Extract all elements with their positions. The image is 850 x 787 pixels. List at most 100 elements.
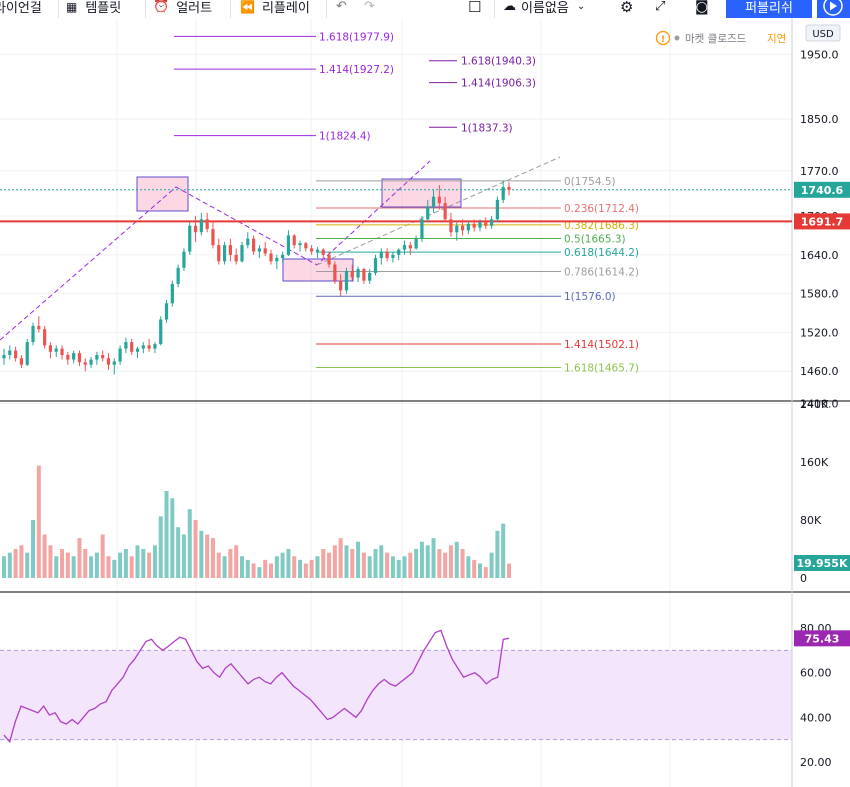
- candle-body: [8, 350, 12, 356]
- chart-canvas[interactable]: 1.618(1977.9) 1.414(1927.2) 1(1824.4) 1.61…: [0, 18, 850, 787]
- candle-body: [240, 245, 244, 262]
- volume-bar: [77, 538, 82, 578]
- candle-body: [118, 348, 122, 362]
- candle: [43, 325, 47, 349]
- volume-bar: [141, 549, 146, 578]
- volume-bar: [222, 556, 227, 578]
- volume-bar: [483, 567, 488, 578]
- candle: [350, 264, 354, 281]
- candle-body: [507, 186, 511, 190]
- volume-bar: [257, 567, 262, 578]
- candle: [269, 249, 273, 265]
- candle: [188, 222, 192, 255]
- candle: [130, 338, 134, 356]
- pattern-box[interactable]: [136, 176, 189, 212]
- toolbar-indicators[interactable]: 라이언걸: [0, 1, 42, 16]
- toolbar-alert[interactable]: ⏰ 얼러트: [153, 0, 212, 18]
- candle-body: [130, 342, 134, 352]
- price-tick-label: 1770.0: [800, 165, 839, 178]
- trend-channel-line[interactable]: [316, 156, 561, 266]
- candle: [414, 235, 418, 250]
- volume-bar: [332, 545, 337, 578]
- trend-zigzag[interactable]: [0, 160, 431, 341]
- volume-bar: [495, 530, 500, 578]
- gear-icon[interactable]: ⚙: [620, 0, 634, 16]
- volume-bar: [94, 552, 99, 578]
- candle-body: [501, 186, 505, 200]
- candle: [449, 212, 453, 237]
- candle: [460, 219, 465, 236]
- candle: [333, 261, 337, 284]
- candle-body: [397, 249, 401, 255]
- currency-badge[interactable]: USD: [805, 24, 841, 42]
- price-tick-label: 1520.0: [800, 326, 839, 339]
- candle: [251, 235, 256, 255]
- candle: [408, 241, 412, 255]
- candle: [466, 221, 470, 235]
- pattern-box[interactable]: [381, 178, 462, 208]
- redo-icon[interactable]: ↷: [364, 0, 375, 14]
- camera-icon[interactable]: ◙: [695, 0, 709, 15]
- fullscreen-icon[interactable]: ⤢: [655, 0, 666, 14]
- volume-bar: [228, 549, 233, 578]
- candle: [37, 316, 41, 333]
- candle: [356, 266, 360, 282]
- candle: [170, 280, 174, 307]
- candle-body: [449, 219, 453, 233]
- volume-bar: [338, 538, 343, 578]
- candle-body: [19, 358, 24, 365]
- candle-body: [205, 219, 209, 229]
- candle-body: [199, 219, 203, 233]
- candle: [246, 232, 250, 249]
- toolbar-replay[interactable]: ⏪ 리플레이: [240, 0, 310, 18]
- candle: [495, 196, 499, 223]
- fib-level-label: 0.236(1712.4): [564, 203, 639, 215]
- pattern-box[interactable]: [282, 258, 354, 282]
- market-status[interactable]: ! 마켓 클로즈드 지연: [655, 30, 787, 46]
- volume-bar: [315, 556, 320, 578]
- undo-icon[interactable]: ↶: [336, 0, 347, 14]
- candle-body: [478, 222, 482, 228]
- warning-icon: [655, 30, 671, 46]
- volume-bar: [414, 549, 419, 578]
- fibonacci-extension-left[interactable]: 1.618(1977.9) 1.414(1927.2) 1(1824.4): [174, 31, 394, 143]
- volume-bar: [19, 545, 24, 578]
- candle: [478, 219, 482, 232]
- volume-axis[interactable]: 240K 160K 80K 0: [800, 398, 829, 585]
- candle-body: [408, 245, 412, 249]
- volume-bar: [193, 520, 198, 578]
- volume-bar: [176, 527, 181, 578]
- candle-body: [95, 355, 99, 360]
- toolbar-divider: [494, 0, 495, 18]
- candle: [124, 337, 128, 354]
- candle: [31, 322, 35, 346]
- candle: [2, 348, 6, 365]
- layout-menu[interactable]: ☁ 이름없음 ⌄: [503, 0, 585, 18]
- candle-body: [77, 353, 82, 363]
- toolbar-templates[interactable]: ▦ 템플릿: [66, 0, 121, 18]
- fibonacci-extension-mid[interactable]: 1.618(1940.3) 1.414(1906.3) 1(1837.3): [429, 56, 536, 135]
- publish-button[interactable]: 퍼블리쉬: [726, 0, 812, 18]
- template-icon: ▦: [66, 0, 78, 14]
- candle-body: [147, 345, 151, 349]
- candle: [25, 338, 29, 367]
- play-button[interactable]: [817, 0, 850, 18]
- candle: [83, 358, 87, 372]
- layout-square-icon[interactable]: ☐: [468, 0, 482, 16]
- fibonacci-retracement[interactable]: 0(1754.5) 0.236(1712.4) 0.382(1686.3)0.5(1…: [316, 176, 639, 375]
- candle: [234, 248, 238, 265]
- volume-bar: [25, 552, 30, 578]
- volume-bar: [112, 559, 117, 578]
- candle-body: [368, 272, 372, 281]
- candle: [118, 345, 122, 365]
- candle-body: [356, 269, 360, 278]
- price-axis[interactable]: 1950.01850.01770.01700.01640.01580.01520…: [800, 48, 839, 410]
- candle: [135, 346, 140, 359]
- candle-body: [310, 248, 314, 252]
- candle: [420, 216, 424, 242]
- candle-body: [402, 245, 407, 250]
- candle: [89, 356, 93, 368]
- candle: [60, 345, 64, 360]
- candle: [455, 222, 459, 241]
- candle: [431, 190, 436, 213]
